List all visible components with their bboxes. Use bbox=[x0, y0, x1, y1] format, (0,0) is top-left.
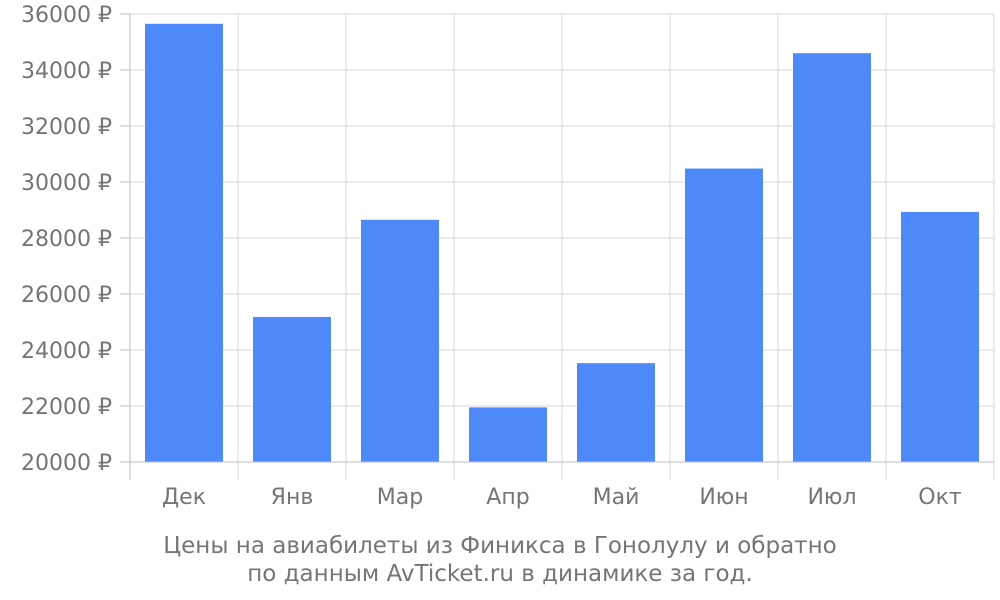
bar bbox=[793, 53, 871, 462]
chart: 20000 ₽ 22000 ₽ 24000 ₽ 26000 ₽ 28000 ₽ 30000… bbox=[21, 3, 995, 510]
y-tick-label: 26000 ₽ bbox=[21, 283, 112, 308]
tick-labels: 20000 ₽ 22000 ₽ 24000 ₽ 26000 ₽ 28000 ₽ 30000… bbox=[21, 3, 962, 510]
grid bbox=[130, 13, 995, 480]
x-tick-label: Дек bbox=[162, 485, 206, 510]
caption-line-1: Цены на авиабилеты из Финикса в Гонолулу… bbox=[163, 533, 837, 559]
bar-chart-svg: 20000 ₽ 22000 ₽ 24000 ₽ 26000 ₽ 28000 ₽ 30000… bbox=[21, 3, 995, 510]
bar bbox=[577, 363, 655, 462]
y-tick-label: 34000 ₽ bbox=[21, 59, 112, 84]
x-tick-label: Янв bbox=[271, 485, 314, 510]
y-tick-label: 32000 ₽ bbox=[21, 115, 112, 140]
bar bbox=[901, 211, 979, 462]
y-tick-label: 22000 ₽ bbox=[21, 395, 112, 420]
chart-caption: Цены на авиабилеты из Финикса в Гонолулу… bbox=[0, 532, 1000, 588]
y-tick-label: 20000 ₽ bbox=[21, 451, 112, 476]
bar bbox=[361, 219, 439, 462]
x-tick-label: Май bbox=[593, 485, 640, 510]
bar bbox=[145, 23, 223, 463]
axes bbox=[120, 13, 994, 480]
bar bbox=[469, 407, 547, 462]
bars bbox=[145, 23, 979, 463]
y-tick-label: 36000 ₽ bbox=[21, 3, 112, 28]
y-tick-label: 24000 ₽ bbox=[21, 339, 112, 364]
caption-line-2: по данным AvTicket.ru в динамике за год. bbox=[247, 561, 753, 587]
x-tick-label: Июл bbox=[807, 485, 856, 510]
x-tick-label: Июн bbox=[699, 485, 748, 510]
x-tick-label: Апр bbox=[486, 485, 529, 510]
bar bbox=[253, 316, 331, 462]
y-tick-label: 28000 ₽ bbox=[21, 227, 112, 252]
x-tick-label: Мар bbox=[377, 485, 423, 510]
x-tick-label: Окт bbox=[918, 485, 962, 510]
bar bbox=[685, 168, 763, 462]
y-tick-label: 30000 ₽ bbox=[21, 171, 112, 196]
